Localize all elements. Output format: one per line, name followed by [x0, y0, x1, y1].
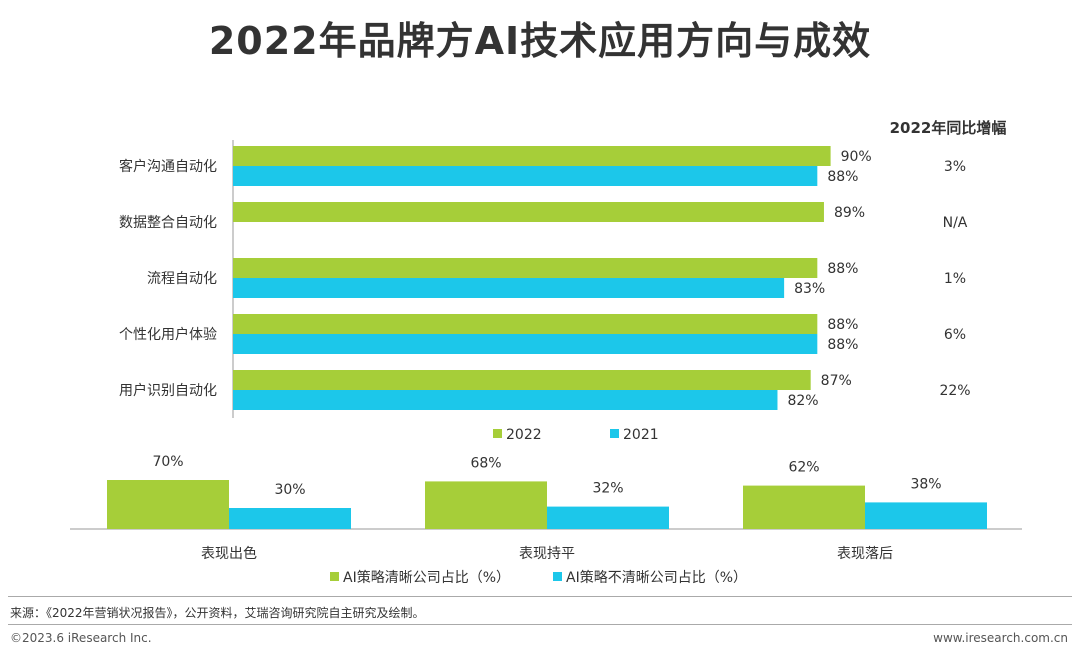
bar-value-label: 90% — [841, 149, 872, 165]
legend-swatch — [493, 429, 502, 438]
category-label: 数据整合自动化 — [119, 215, 217, 231]
category-label: 用户识别自动化 — [119, 382, 217, 399]
bar-2022 — [233, 202, 824, 222]
bar-value-label: 38% — [910, 476, 941, 492]
bar-2022 — [233, 146, 831, 166]
legend-label: AI策略清晰公司占比（%） — [343, 569, 510, 586]
bar-value-label: 88% — [827, 337, 858, 353]
chart-canvas: 客户沟通自动化90%88%3%数据整合自动化89%N/A流程自动化88%83%1… — [70, 119, 1022, 586]
bar-value-label: 89% — [834, 205, 865, 221]
bar-unclear-strategy — [547, 506, 669, 529]
footer-divider — [8, 596, 1072, 597]
bar-value-label: 87% — [821, 373, 852, 389]
legend-swatch — [330, 572, 339, 581]
bar-value-label: 88% — [827, 317, 858, 333]
bar-value-label: 82% — [787, 393, 818, 409]
category-label: 个性化用户体验 — [119, 326, 217, 343]
bar-value-label: 70% — [152, 454, 183, 470]
bar-value-label: 32% — [592, 481, 623, 497]
legend-swatch — [553, 572, 562, 581]
bar-2022 — [233, 370, 811, 390]
bar-value-label: 88% — [827, 169, 858, 185]
category-label: 流程自动化 — [147, 271, 217, 287]
category-label: 表现持平 — [519, 546, 575, 562]
footer-divider-2 — [8, 624, 1072, 625]
yoy-header: 2022年同比增幅 — [890, 119, 1007, 137]
legend-swatch — [610, 429, 619, 438]
bar-clear-strategy — [425, 481, 547, 529]
bar-2021 — [233, 390, 778, 410]
bar-value-label: 30% — [274, 482, 305, 498]
yoy-value: 3% — [944, 159, 966, 175]
bar-value-label: 88% — [827, 261, 858, 277]
category-label: 客户沟通自动化 — [119, 158, 217, 175]
chart-title: 2022年品牌方AI技术应用方向与成效 — [208, 19, 872, 63]
legend-label: 2021 — [623, 427, 659, 443]
yoy-value: 1% — [944, 271, 966, 287]
bar-clear-strategy — [743, 485, 865, 529]
legend-label: AI策略不清晰公司占比（%） — [566, 569, 747, 586]
bar-2021 — [233, 334, 818, 354]
bar-value-label: 62% — [788, 460, 819, 476]
bar-unclear-strategy — [865, 502, 987, 529]
website-text: www.iresearch.com.cn — [933, 631, 1068, 645]
bar-value-label: 68% — [470, 455, 501, 471]
bar-value-label: 83% — [794, 281, 825, 297]
bar-2021 — [233, 278, 785, 298]
category-label: 表现出色 — [201, 545, 257, 562]
category-label: 表现落后 — [837, 546, 893, 562]
bar-2022 — [233, 314, 818, 334]
bar-clear-strategy — [107, 480, 229, 529]
copyright-text: ©2023.6 iResearch Inc. — [10, 631, 152, 645]
yoy-value: 22% — [939, 383, 970, 399]
legend-label: 2022 — [506, 427, 542, 443]
yoy-value: N/A — [943, 215, 968, 231]
bar-2021 — [233, 166, 818, 186]
bar-unclear-strategy — [229, 508, 351, 529]
bar-2022 — [233, 258, 818, 278]
yoy-value: 6% — [944, 327, 966, 343]
source-note: 来源：《2022年营销状况报告》，公开资料，艾瑞咨询研究院自主研究及绘制。 — [10, 606, 425, 620]
